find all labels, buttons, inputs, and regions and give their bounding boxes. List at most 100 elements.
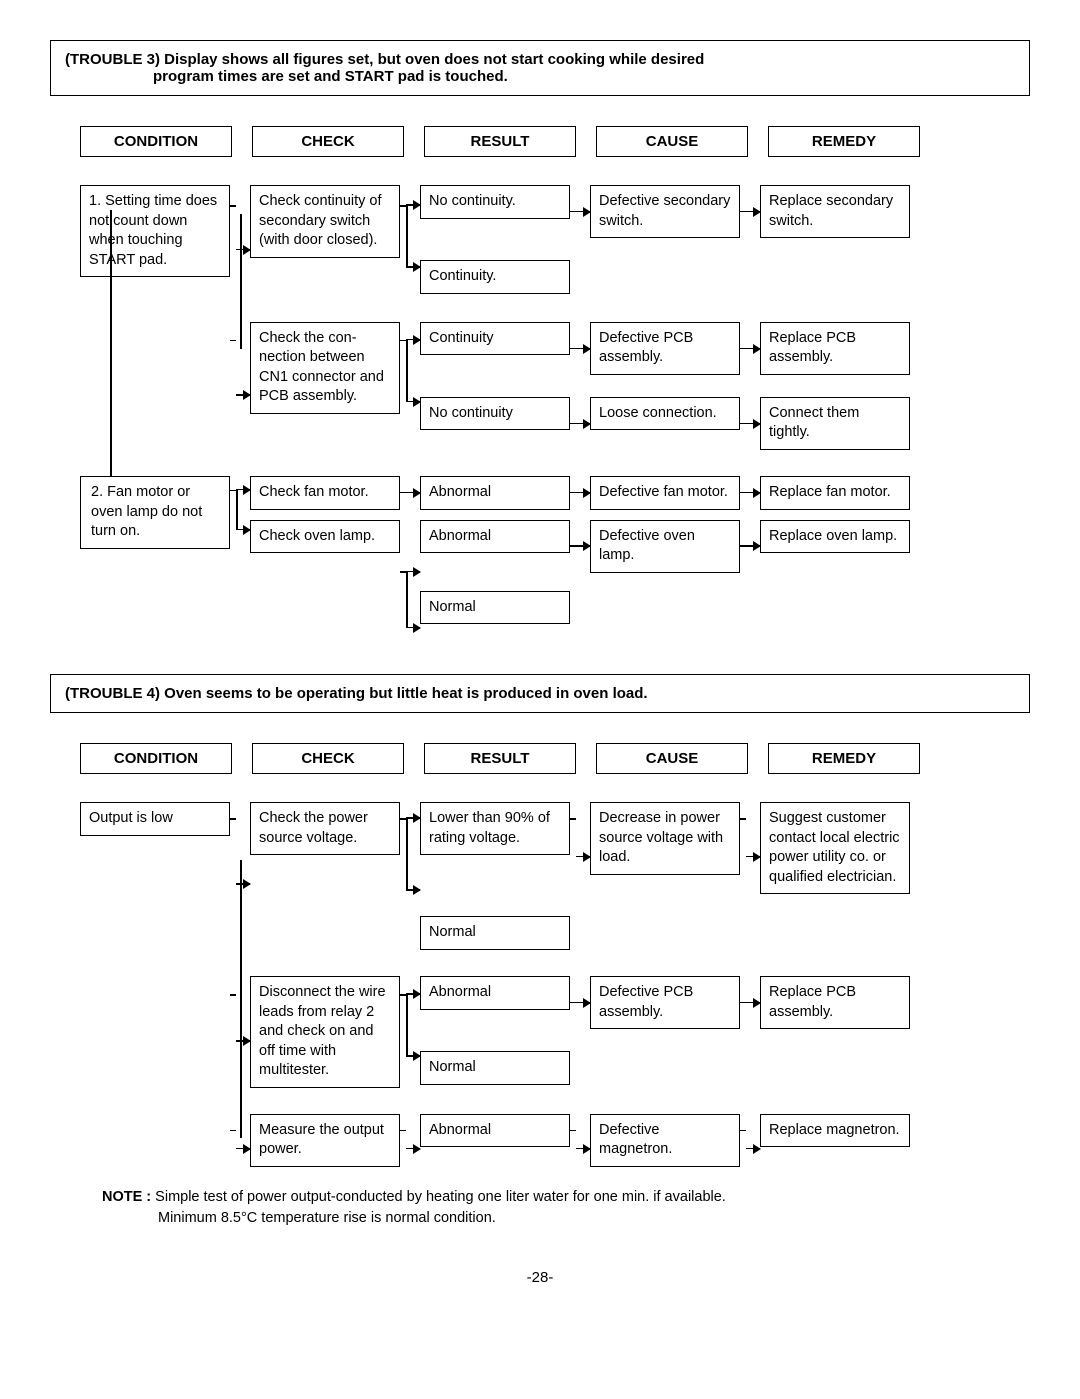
t4-remedy2a-box: Replace PCB assembly. — [760, 976, 910, 1029]
connector — [570, 818, 576, 820]
header-result: RESULT — [424, 126, 576, 157]
arrow — [746, 545, 760, 547]
arrow — [406, 817, 420, 819]
arrow — [576, 545, 590, 547]
t3-check4-box: Check oven lamp. — [250, 520, 400, 554]
arrow — [236, 529, 250, 531]
arrow — [406, 1055, 420, 1057]
t3-cause3-box: Defective fan motor. — [590, 476, 740, 510]
note-line1: Simple test of power output-conducted by… — [155, 1189, 726, 1205]
t4-check1-box: Check the power source voltage. — [250, 802, 400, 855]
arrow — [406, 571, 420, 573]
header-result-2: RESULT — [424, 743, 576, 774]
arrow — [576, 492, 590, 494]
t4-cause2a-box: Defective PCB assembly. — [590, 976, 740, 1029]
arrow — [236, 1148, 250, 1150]
arrow — [746, 423, 760, 425]
header-check: CHECK — [252, 126, 404, 157]
arrow — [576, 211, 590, 213]
arrow — [576, 1002, 590, 1004]
arrow — [576, 348, 590, 350]
t4-remedy1a-box: Suggest customer contact local electric … — [760, 802, 910, 894]
arrow — [236, 883, 250, 885]
trouble3-title-line1: (TROUBLE 3) Display shows all figures se… — [65, 51, 704, 68]
connector — [406, 572, 408, 628]
note-label: NOTE : — [102, 1189, 155, 1205]
arrow — [406, 266, 420, 268]
arrow — [406, 993, 420, 995]
header-condition: CONDITION — [80, 126, 232, 157]
trouble3-flow: 1. Setting time does not count down when… — [50, 185, 1030, 624]
arrow — [746, 1002, 760, 1004]
t3-result4-box: Abnormal — [420, 520, 570, 554]
arrow — [576, 423, 590, 425]
trouble4-headers-row: CONDITION CHECK RESULT CAUSE REMEDY — [50, 743, 1030, 774]
trouble4-header-box: (TROUBLE 4) Oven seems to be operating b… — [50, 674, 1030, 713]
t3-condition2-box: 2. Fan motor or oven lamp do not turn on… — [80, 476, 230, 549]
t3-check1-box: Check continuity of secondary switch (wi… — [250, 185, 400, 258]
header-remedy-2: REMEDY — [768, 743, 920, 774]
t3-cause2b-box: Loose connection. — [590, 397, 740, 431]
trouble4-title: (TROUBLE 4) Oven seems to be operating b… — [65, 685, 648, 702]
trouble3-title-line2: program times are set and START pad is t… — [65, 68, 1015, 85]
connector — [230, 340, 236, 342]
connector — [230, 205, 236, 207]
arrow — [236, 249, 250, 251]
arrow — [236, 394, 250, 396]
arrow — [406, 401, 420, 403]
t3-remedy4-box: Replace oven lamp. — [760, 520, 910, 554]
t3-condition1-box: 1. Setting time does not count down when… — [80, 185, 230, 277]
arrow — [746, 211, 760, 213]
connector — [406, 205, 408, 267]
t4-cause1a-box: Decrease in power source voltage with lo… — [590, 802, 740, 875]
t3-check2-box: Check the con-nection between CN1 connec… — [250, 322, 400, 414]
connector — [236, 490, 238, 530]
connector — [406, 818, 408, 890]
t4-remedy3-box: Replace magnetron. — [760, 1114, 910, 1148]
t4-result2a-box: Abnormal — [420, 976, 570, 1010]
connector — [400, 1130, 406, 1132]
arrow — [406, 1148, 420, 1150]
trouble3-headers-row: CONDITION CHECK RESULT CAUSE REMEDY — [50, 126, 1030, 157]
t4-check3-box: Measure the output power. — [250, 1114, 400, 1167]
t4-cause3-box: Defective magnetron. — [590, 1114, 740, 1167]
t4-result1a-box: Lower than 90% of rating voltage. — [420, 802, 570, 855]
arrow — [236, 489, 250, 491]
arrow — [236, 1040, 250, 1042]
note-line2: Minimum 8.5°C temperature rise is normal… — [102, 1208, 1030, 1229]
connector — [570, 1130, 576, 1132]
arrow — [746, 348, 760, 350]
connector — [230, 1130, 236, 1132]
trouble3-header-box: (TROUBLE 3) Display shows all figures se… — [50, 40, 1030, 96]
connector — [740, 1130, 746, 1132]
connector — [740, 818, 746, 820]
arrow — [576, 1148, 590, 1150]
t3-result2a-box: Continuity — [420, 322, 570, 356]
t3-result1b-box: Continuity. — [420, 260, 570, 294]
t4-check2-box: Disconnect the wire leads from relay 2 a… — [250, 976, 400, 1088]
connector — [406, 340, 408, 402]
t3-cause2a-box: Defective PCB assembly. — [590, 322, 740, 375]
t3-remedy2a-box: Replace PCB assembly. — [760, 322, 910, 375]
arrow — [406, 339, 420, 341]
header-condition-2: CONDITION — [80, 743, 232, 774]
t4-result3-box: Abnormal — [420, 1114, 570, 1148]
header-cause-2: CAUSE — [596, 743, 748, 774]
t4-result2b-box: Normal — [420, 1051, 570, 1085]
page-number: -28- — [50, 1269, 1030, 1286]
header-check-2: CHECK — [252, 743, 404, 774]
arrow — [746, 1148, 760, 1150]
arrow — [576, 856, 590, 858]
connector — [230, 994, 236, 996]
connector — [406, 994, 408, 1056]
t3-result1a-box: No continuity. — [420, 185, 570, 219]
t3-check3-box: Check fan motor. — [250, 476, 400, 510]
t3-result5-box: Normal — [420, 591, 570, 625]
arrow — [746, 856, 760, 858]
arrow — [406, 492, 420, 494]
connector — [230, 818, 236, 820]
arrow — [406, 204, 420, 206]
t3-cause1a-box: Defective secondary switch. — [590, 185, 740, 238]
t3-cause4-box: Defective oven lamp. — [590, 520, 740, 573]
t3-remedy3-box: Replace fan motor. — [760, 476, 910, 510]
